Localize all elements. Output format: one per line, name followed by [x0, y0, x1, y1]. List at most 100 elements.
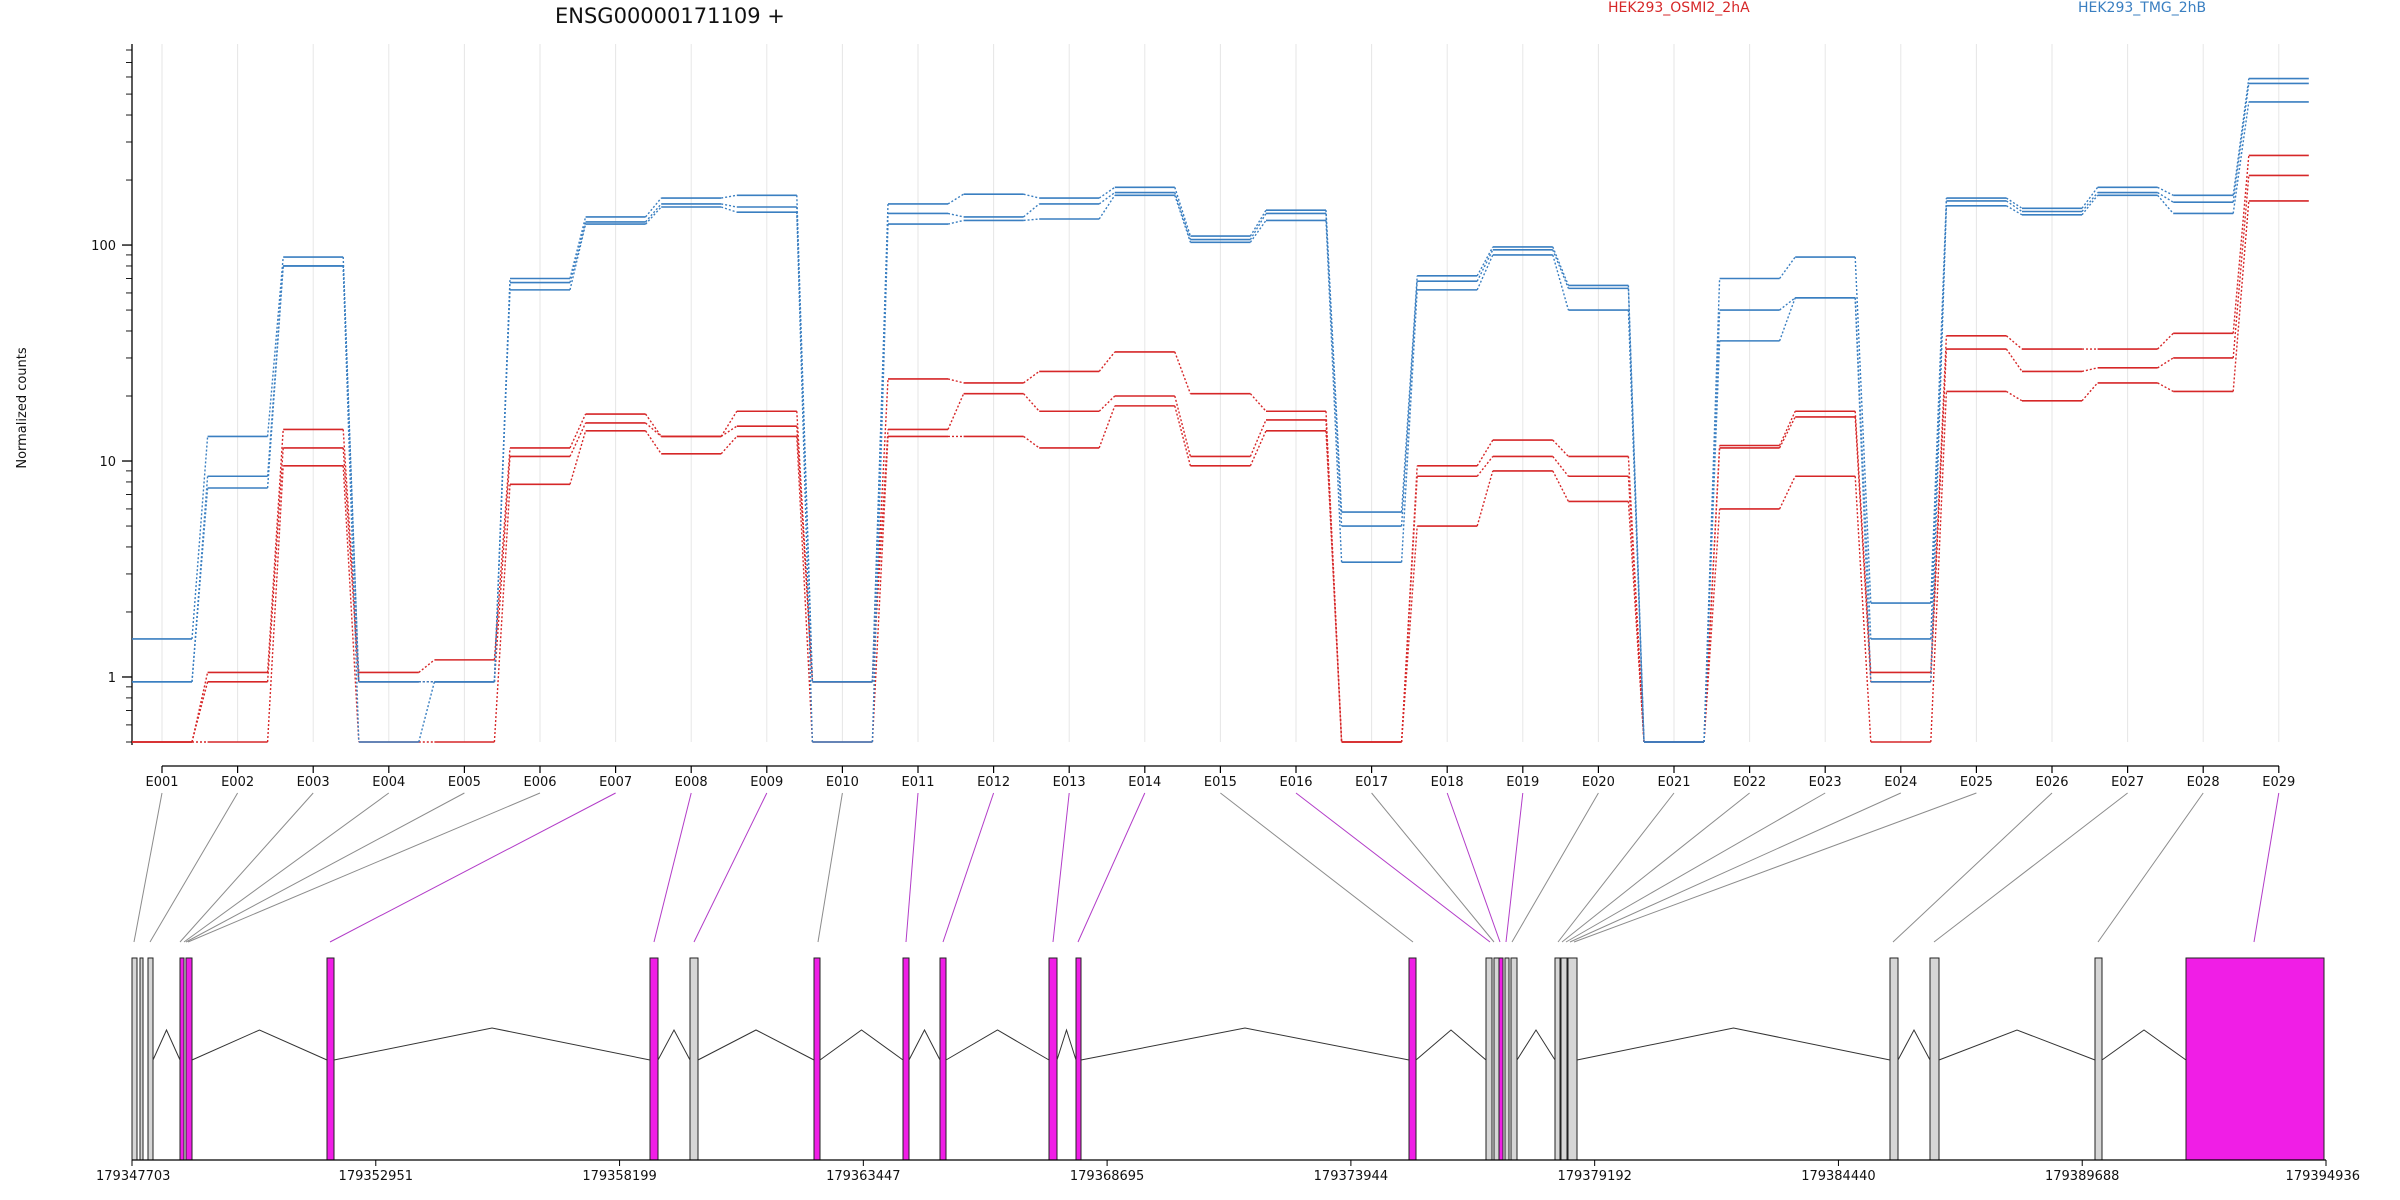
y-axis-label: Normalized counts — [15, 347, 30, 469]
exon-box-highlighted — [1075, 957, 1082, 1161]
intron-line — [908, 1028, 941, 1061]
x-tick-label: E012 — [977, 775, 1010, 790]
series-connector — [947, 219, 964, 225]
coordinate-tick-label: 179352951 — [339, 1169, 413, 1184]
series-connector — [720, 206, 738, 213]
series-connector — [493, 447, 511, 660]
exon-box — [1504, 957, 1510, 1161]
series-connector — [645, 197, 662, 218]
series-connector — [266, 256, 284, 437]
series-connector — [2006, 197, 2023, 209]
x-tick-label: E008 — [675, 775, 708, 790]
legend-tmg: HEK293_TMG_2hB — [2078, 0, 2206, 16]
x-tick-label: E002 — [221, 775, 254, 790]
series-connector — [1098, 186, 1116, 199]
series-connector — [871, 378, 889, 682]
series-connector — [569, 223, 587, 291]
series-connector — [1854, 297, 1872, 639]
series-connector — [1779, 297, 1796, 311]
x-axis: E001 E002 E003 E004 E005 E006 E007 E008 E009 E010… — [145, 765, 2295, 790]
series — [132, 77, 2309, 743]
series-connector — [2081, 367, 2098, 373]
series-connector — [1854, 476, 1872, 743]
series-connector — [1703, 278, 1721, 743]
x-tick-label: E019 — [1506, 775, 1539, 790]
y-tick-label: 1 — [108, 671, 116, 686]
genomic-coordinate-axis: 179347703 179352951 179358199 179363447 1793… — [96, 1159, 2360, 1184]
exon-connector-line — [693, 792, 768, 943]
coordinate-tick-label: 179394936 — [2286, 1169, 2360, 1184]
series-connector — [2006, 390, 2023, 402]
coordinate-tick-label: 179389688 — [2045, 1169, 2119, 1184]
series-connector — [1023, 193, 1040, 199]
exon-connector-line — [1573, 792, 1977, 943]
series-connector — [1249, 213, 1267, 240]
exon-connector-line — [1505, 792, 1524, 943]
series-connector — [1098, 395, 1116, 412]
exon-connector-line — [1220, 792, 1414, 943]
exon-box-highlighted — [902, 957, 910, 1161]
exon-connector-line — [183, 792, 390, 943]
x-tick-label: E001 — [145, 775, 178, 790]
series-connector — [1552, 470, 1570, 502]
series-connector — [1930, 391, 1948, 743]
exon-box-highlighted — [1048, 957, 1058, 1161]
intron-line — [191, 1029, 328, 1061]
series-connector — [1930, 205, 1948, 682]
exon-box-highlighted — [1408, 957, 1417, 1161]
series-connector — [2232, 175, 2250, 359]
x-tick-label: E023 — [1809, 775, 1842, 790]
series-connector — [342, 429, 360, 673]
intron-line — [819, 1029, 904, 1061]
series-connector — [1476, 456, 1494, 477]
exon-connector-line — [1446, 792, 1501, 943]
series-connector — [342, 447, 360, 682]
series-connector — [2005, 335, 2023, 350]
coordinate-tick-label: 179379192 — [1557, 1169, 1631, 1184]
exon-connector-line — [942, 792, 995, 943]
y-tick-label: 10 — [99, 455, 116, 470]
exon-connector-line — [1052, 792, 1070, 943]
series-connector — [871, 203, 889, 682]
series-connector — [2157, 357, 2174, 369]
exon-connector-line — [133, 792, 163, 943]
exon-box — [1929, 957, 1940, 1161]
intron-line — [1938, 1029, 2096, 1061]
x-tick-label: E009 — [750, 775, 783, 790]
series-connector — [2232, 155, 2250, 334]
exon-box — [139, 957, 144, 1161]
series-connector — [1476, 470, 1494, 527]
exon-box-highlighted — [813, 957, 821, 1161]
exon-connector-line — [2097, 792, 2204, 943]
exon-box-highlighted — [1498, 957, 1504, 1161]
series-connector — [2081, 382, 2099, 402]
series-connector — [418, 681, 436, 743]
series-connector — [2157, 382, 2174, 393]
intron-line — [1415, 1029, 1487, 1061]
series-connector — [1249, 393, 1267, 412]
series-connector — [1476, 246, 1494, 277]
coordinate-tick-label: 179373944 — [1314, 1169, 1388, 1184]
series-connector — [1174, 195, 1192, 243]
x-tick-label: E006 — [523, 775, 556, 790]
series-connector — [947, 212, 964, 218]
series-connector — [1023, 218, 1040, 222]
x-tick-label: E014 — [1128, 775, 1161, 790]
series-connector — [1023, 370, 1040, 384]
series-connector — [1098, 405, 1116, 449]
series-connector — [1779, 256, 1796, 279]
exon-connector-line — [1371, 792, 1495, 943]
series-connector — [1023, 203, 1040, 218]
x-tick-label: E027 — [2111, 775, 2144, 790]
series-connector — [720, 425, 738, 437]
series-connector — [1174, 351, 1192, 394]
exon-connector-line — [1557, 792, 1675, 943]
series-connector — [1552, 456, 1569, 477]
series-connector — [1023, 435, 1040, 449]
coordinate-tick-label: 179363447 — [826, 1169, 900, 1184]
exon-connector-line — [1565, 792, 1826, 943]
intron-line — [333, 1027, 651, 1061]
series-connector — [2232, 101, 2250, 214]
x-tick-label: E015 — [1204, 775, 1237, 790]
series-connector — [2157, 332, 2174, 350]
